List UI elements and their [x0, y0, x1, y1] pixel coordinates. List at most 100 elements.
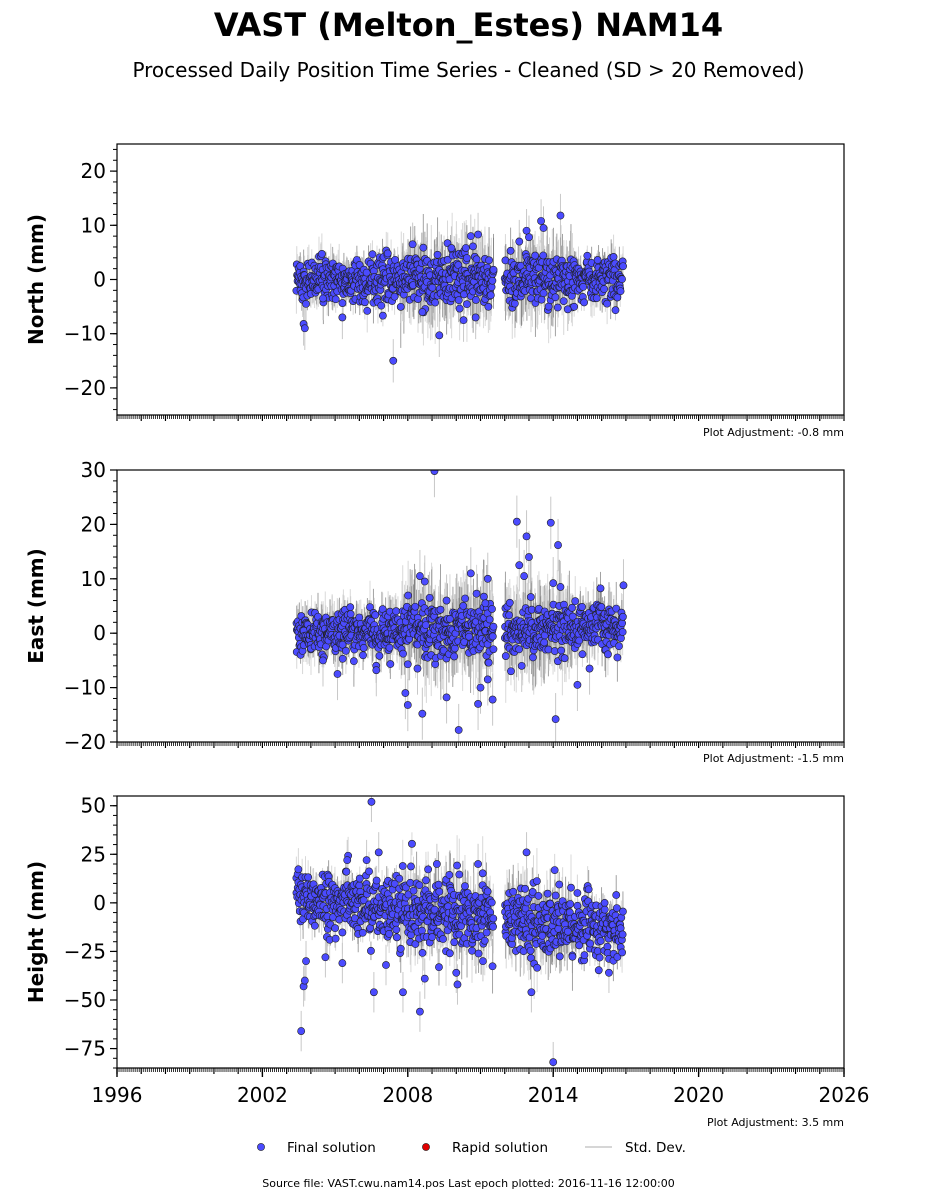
height-outlier-point: [367, 797, 376, 806]
east-outlier-point: [442, 693, 451, 702]
east-outlier-point: [551, 715, 560, 724]
east-outlier-point: [416, 572, 424, 580]
east-outlier-point: [512, 517, 521, 526]
north-y-tick-label: 20: [81, 159, 106, 183]
east-final-solution-points: [292, 470, 628, 734]
east-outlier-point: [474, 700, 482, 708]
height-y-axis-label: Height (mm): [24, 861, 48, 1003]
height-outlier-point: [605, 968, 613, 977]
east-outlier-point: [483, 574, 492, 583]
north-outlier-point: [563, 305, 572, 314]
height-outlier-point: [474, 860, 482, 868]
x-tick-label: 2008: [382, 1083, 433, 1107]
east-outlier-point: [333, 670, 342, 678]
north-y-tick-label: −20: [64, 376, 106, 400]
north-outlier-point: [319, 294, 327, 303]
legend-rapid-label: Rapid solution: [452, 1140, 548, 1156]
east-outlier-point: [413, 664, 422, 673]
east-outlier-point: [522, 532, 531, 541]
east-outlier-point: [481, 599, 490, 608]
panel-height: −75 −50 −25 0 25 50 1996 2002 2008 2014 2020 2026 He…: [24, 794, 870, 1129]
north-outlier-point: [389, 356, 398, 365]
height-outlier-point: [416, 1007, 424, 1016]
north-outlier-point: [418, 308, 427, 316]
height-outlier-point: [300, 976, 309, 985]
north-outlier-point: [556, 211, 565, 220]
legend-std-label: Std. Dev.: [625, 1140, 686, 1156]
east-outlier-point: [454, 726, 463, 734]
east-outlier-point: [425, 593, 434, 602]
height-outlier-point: [338, 959, 347, 967]
east-outlier-point: [442, 596, 451, 605]
east-outlier-point: [403, 701, 412, 709]
height-y-tick-label: −25: [64, 939, 106, 963]
north-outlier-point: [338, 313, 347, 322]
east-outlier-point: [430, 470, 439, 475]
north-x-axis: [116, 415, 845, 421]
east-y-tick-label: 0: [93, 621, 106, 645]
chart-subtitle: Processed Daily Position Time Series - C…: [132, 58, 805, 82]
north-outlier-point: [408, 240, 417, 249]
x-tick-label: 2020: [673, 1083, 724, 1107]
east-outlier-point: [546, 518, 555, 527]
x-tick-label: 2014: [528, 1083, 579, 1107]
legend-final-marker: [257, 1143, 265, 1151]
east-outlier-point: [420, 577, 429, 586]
north-plot-adjustment: Plot Adjustment: -0.8 mm: [703, 426, 844, 439]
height-y-axis: −75 −50 −25 0 25 50: [64, 794, 117, 1069]
east-outlier-point: [585, 664, 594, 673]
north-outlier-point: [525, 233, 533, 242]
panel-east: −20 −10 0 10 20 30 East (mm) Plot Adjustment: -…: [24, 458, 845, 765]
east-outlier-point: [619, 581, 628, 590]
north-y-axis-label: North (mm): [24, 214, 48, 345]
east-x-axis: [116, 742, 845, 748]
height-outlier-point: [297, 1027, 306, 1035]
north-outlier-point: [459, 316, 468, 325]
north-outlier-point: [466, 232, 475, 241]
east-y-tick-label: 20: [81, 512, 106, 536]
north-outlier-point: [302, 299, 310, 308]
east-outlier-point: [476, 683, 485, 692]
north-outlier-point: [447, 244, 456, 252]
height-y-tick-label: −50: [64, 988, 106, 1012]
height-outlier-point: [420, 974, 429, 983]
east-outlier-point: [554, 541, 562, 549]
height-y-tick-label: 25: [81, 842, 106, 866]
height-outlier-point: [399, 988, 407, 997]
east-outlier-point: [319, 656, 327, 665]
height-y-tick-label: 50: [81, 794, 106, 818]
east-outlier-point: [483, 675, 492, 684]
height-outlier-point: [549, 1058, 558, 1067]
height-outlier-point: [302, 957, 310, 966]
east-y-tick-label: −20: [64, 730, 106, 754]
north-final-solution-points: [292, 211, 627, 365]
x-tick-label: 2026: [819, 1083, 870, 1107]
north-outlier-point: [515, 237, 524, 246]
east-outlier-point: [520, 572, 529, 580]
legend-rapid-marker: [422, 1143, 430, 1151]
north-outlier-point: [435, 331, 444, 340]
x-tick-label: 2002: [237, 1083, 288, 1107]
height-y-tick-label: 0: [93, 891, 106, 915]
height-outlier-point: [479, 957, 487, 966]
height-outlier-point: [382, 961, 390, 969]
east-outlier-point: [549, 579, 558, 588]
east-outlier-point: [525, 553, 533, 561]
east-plot-adjustment: Plot Adjustment: -1.5 mm: [703, 752, 844, 765]
east-outlier-point: [401, 689, 410, 697]
height-outlier-point: [432, 860, 441, 868]
east-y-tick-label: 30: [81, 458, 106, 482]
height-outlier-point: [343, 856, 352, 865]
height-outlier-point: [453, 980, 462, 989]
north-outlier-point: [537, 217, 545, 225]
height-y-tick-label: −75: [64, 1037, 106, 1061]
height-final-solution-points: [292, 797, 627, 1067]
height-outlier-point: [522, 848, 531, 857]
east-y-tick-label: −10: [64, 676, 106, 700]
height-outlier-point: [452, 968, 461, 977]
height-outlier-point: [374, 848, 383, 857]
east-outlier-point: [517, 661, 526, 670]
east-outlier-point: [488, 695, 497, 704]
east-y-axis-label: East (mm): [24, 548, 48, 664]
east-y-tick-label: 10: [81, 567, 106, 591]
